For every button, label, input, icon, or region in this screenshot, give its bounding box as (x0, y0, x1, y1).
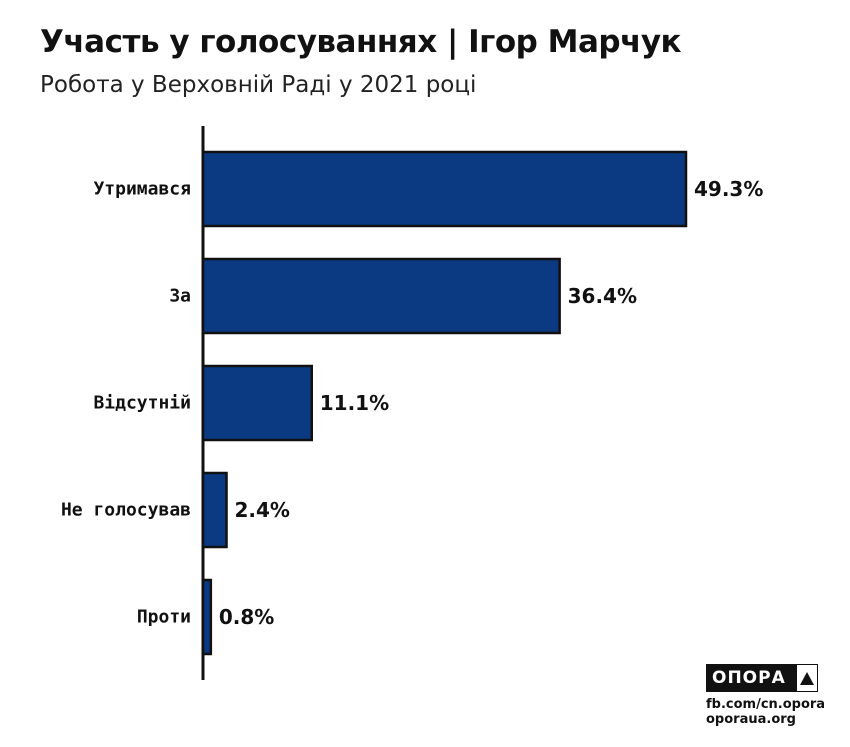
bar (201, 150, 688, 228)
value-label: 2.4% (235, 498, 290, 522)
chart-title: Участь у голосуваннях | Ігор Марчук (40, 24, 682, 60)
bar (201, 257, 561, 335)
category-label: Не голосував (61, 500, 191, 521)
footer-facebook: fb.com/cn.opora (706, 697, 826, 712)
bar (201, 471, 228, 549)
logo-text: ОПОРА (712, 668, 786, 688)
category-label: За (169, 286, 191, 307)
category-label: Проти (137, 607, 191, 628)
value-label: 49.3% (694, 177, 763, 201)
value-label: 0.8% (219, 605, 274, 629)
footer-website: oporaua.org (706, 712, 796, 727)
bars-group: Утримався 49.3% За 36.4% Відсутній 11.1% Не го… (61, 150, 763, 656)
bar (201, 364, 313, 442)
category-label: Відсутній (93, 393, 191, 414)
opora-logo: ОПОРА (706, 664, 818, 692)
value-label: 11.1% (320, 391, 389, 415)
chart-subtitle: Робота у Верховній Раді у 2021 році (40, 72, 477, 98)
bar (201, 578, 213, 656)
triangle-up-icon (797, 665, 817, 691)
category-label: Утримався (93, 179, 191, 200)
value-label: 36.4% (568, 284, 637, 308)
